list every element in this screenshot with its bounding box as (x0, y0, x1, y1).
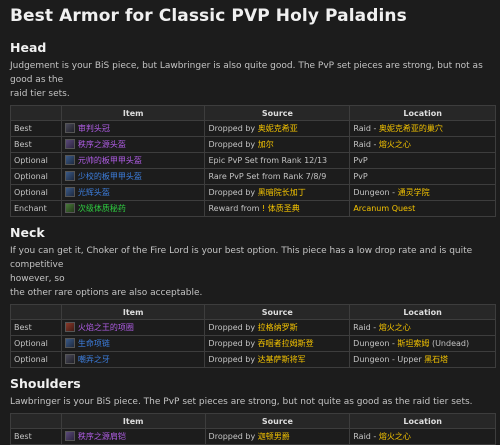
section-head: Head Judgement is your BiS piece, but La… (10, 40, 496, 217)
table-row: Optional 光辉头盔 Dropped by 黑暗院长加丁 Dungeon … (10, 184, 496, 201)
npc-link[interactable]: 拉格纳罗斯 (257, 323, 298, 332)
column-header: Source (204, 105, 351, 121)
item-icon (64, 123, 75, 133)
item-link[interactable]: 少校的板甲甲头盔 (77, 172, 142, 181)
npc-link[interactable]: 黑暗院长加丁 (257, 188, 306, 197)
gear-table: Item Source Location Best 审判头冠 Dropped b… (10, 105, 496, 217)
table-header-row: Item Source Location (10, 105, 496, 121)
item-link[interactable]: 元帅的板甲甲头盔 (77, 156, 142, 165)
section-shoulders: Shoulders Lawbringer is your BiS piece. … (10, 376, 496, 445)
location-text: PvP (349, 152, 496, 169)
slot-type: Optional (10, 168, 62, 185)
slot-type: Optional (10, 335, 62, 352)
table-row: Optional 嘲弄之牙 Dropped by 达基萨斯将军 Dungeon … (10, 351, 496, 368)
section-heading: Head (10, 40, 47, 55)
slot-type: Enchant (10, 200, 62, 217)
table-row: Best 火焰之王的项圈 Dropped by 拉格纳罗斯 Raid - 熔火之… (10, 319, 496, 336)
item-icon (64, 338, 75, 348)
gear-table: Item Source Location Best 秩序之源肩铠 Dropped… (10, 413, 496, 445)
section-neck: Neck If you can get it, Choker of the Fi… (10, 225, 496, 368)
section-description: If you can get it, Choker of the Fire Lo… (10, 246, 473, 298)
section-description: Judgement is your BiS piece, but Lawbrin… (10, 61, 483, 99)
zone-link[interactable]: 通灵学院 (397, 188, 430, 197)
table-row: Best 审判头冠 Dropped by 奥妮克希亚 Raid - 奥妮克希亚的… (10, 120, 496, 137)
slot-type: Best (10, 120, 62, 137)
item-link[interactable]: 审判头冠 (77, 124, 110, 133)
column-header: Location (349, 105, 496, 121)
npc-link[interactable]: 吞咽者拉姆斯登 (257, 339, 314, 348)
item-icon (64, 203, 75, 213)
zone-link[interactable]: 黑石塔 (424, 355, 449, 364)
item-link[interactable]: 生命项链 (77, 339, 110, 348)
zone-link[interactable]: 熔火之心 (378, 323, 411, 332)
column-header: Item (60, 304, 206, 320)
slot-type: Optional (10, 351, 62, 368)
column-header: Source (204, 413, 351, 429)
item-icon (64, 187, 75, 197)
table-row: Optional 元帅的板甲甲头盔 Epic PvP Set from Rank… (10, 152, 496, 169)
location-text: PvP (349, 168, 496, 185)
zone-link[interactable]: 奥妮克希亚的巢穴 (378, 124, 443, 133)
table-row: Optional 少校的板甲甲头盔 Rare PvP Set from Rank… (10, 168, 496, 185)
item-link[interactable]: 光辉头盔 (77, 188, 110, 197)
section-description: Lawbringer is your BiS piece. The PvP se… (10, 397, 473, 407)
quest-link[interactable]: Arcanum Quest (353, 204, 416, 213)
item-icon (64, 431, 75, 441)
slot-type: Optional (10, 152, 62, 169)
column-header: Item (60, 413, 206, 429)
section-heading: Shoulders (10, 376, 81, 391)
source-text: Rare PvP Set from Rank 7/8/9 (204, 168, 351, 185)
item-link[interactable]: 次级体质秘药 (77, 204, 126, 213)
slot-type: Optional (10, 184, 62, 201)
zone-link[interactable]: 斯坦索姆 (397, 339, 430, 348)
npc-link[interactable]: 达基萨斯将军 (257, 355, 306, 364)
npc-link[interactable]: 加尔 (257, 140, 274, 149)
item-icon (64, 139, 75, 149)
source-text: Epic PvP Set from Rank 12/13 (204, 152, 351, 169)
column-header: Location (349, 304, 496, 320)
page-title: Best Armor for Classic PVP Holy Paladins (10, 6, 407, 26)
item-link[interactable]: 嘲弄之牙 (77, 355, 110, 364)
item-icon (64, 322, 75, 332)
column-header: Item (60, 105, 206, 121)
item-icon (64, 155, 75, 165)
column-header: Location (349, 413, 496, 429)
table-header-row: Item Source Location (10, 304, 496, 320)
section-heading: Neck (10, 225, 45, 240)
item-icon (64, 171, 75, 181)
item-link[interactable]: 火焰之王的项圈 (77, 323, 134, 332)
npc-link[interactable]: 奥妮克希亚 (257, 124, 298, 133)
gear-table: Item Source Location Best 火焰之王的项圈 Droppe… (10, 304, 496, 368)
column-header: Source (204, 304, 351, 320)
table-row: Best 秩序之源头盔 Dropped by 加尔 Raid - 熔火之心 (10, 136, 496, 153)
quest-link[interactable]: ! 体质圣典 (261, 204, 300, 213)
table-row: Enchant 次级体质秘药 Reward from ! 体质圣典 Arcanu… (10, 200, 496, 217)
zone-link[interactable]: 熔火之心 (378, 140, 411, 149)
item-link[interactable]: 秩序之源头盔 (77, 140, 126, 149)
slot-type: Best (10, 136, 62, 153)
table-row: Optional 生命项链 Dropped by 吞咽者拉姆斯登 Dungeon… (10, 335, 496, 352)
slot-type: Best (10, 319, 62, 336)
table-header-row: Item Source Location (10, 413, 496, 429)
item-icon (64, 354, 75, 364)
